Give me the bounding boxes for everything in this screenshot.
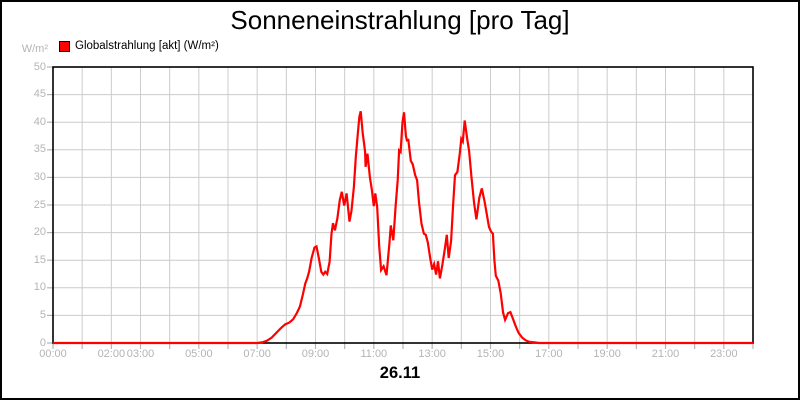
x-tick-label: 07:00 xyxy=(243,348,271,360)
x-tick-label: 13:00 xyxy=(418,348,446,360)
x-tick-label: 19:00 xyxy=(593,348,621,360)
y-tick-label: 35 xyxy=(33,143,46,156)
x-tick-label: 15:00 xyxy=(476,348,505,360)
y-tick-label: 5 xyxy=(39,308,46,321)
y-tick-label: 15 xyxy=(33,253,46,266)
chart-title: Sonneneinstrahlung [pro Tag] xyxy=(230,5,570,35)
x-axis-date-label: 26.11 xyxy=(379,364,421,382)
x-tick-label: 05:00 xyxy=(185,348,213,360)
gridlines xyxy=(53,67,753,343)
radiation-line xyxy=(53,110,753,345)
y-tick-label: 10 xyxy=(33,281,46,294)
y-tick-label: 0 xyxy=(39,336,46,349)
y-tick-label: 50 xyxy=(33,60,46,73)
legend-series-label: Globalstrahlung [akt] (W/m²) xyxy=(75,40,219,52)
x-tick-label: 11:00 xyxy=(360,348,388,360)
axis-ticks xyxy=(47,66,754,349)
y-tick-label: 20 xyxy=(33,226,46,239)
y-axis-unit-label: W/m² xyxy=(21,43,48,55)
plot-border xyxy=(52,66,754,344)
x-tick-label: 02:00 xyxy=(97,348,126,360)
y-tick-label: 25 xyxy=(33,198,46,211)
y-tick-label: 40 xyxy=(33,115,46,128)
legend: Globalstrahlung [akt] (W/m²) xyxy=(59,39,219,53)
x-tick-label: 23:00 xyxy=(710,348,738,360)
x-tick-label: 09:00 xyxy=(301,348,330,360)
legend-color-swatch xyxy=(59,40,70,52)
x-tick-label: 21:00 xyxy=(651,348,680,360)
y-tick-label: 45 xyxy=(33,88,46,101)
x-tick-label: 03:00 xyxy=(126,348,155,360)
x-tick-label: 17:00 xyxy=(535,348,563,360)
x-tick-label: 00:00 xyxy=(39,348,67,360)
y-tick-label: 30 xyxy=(33,170,46,183)
